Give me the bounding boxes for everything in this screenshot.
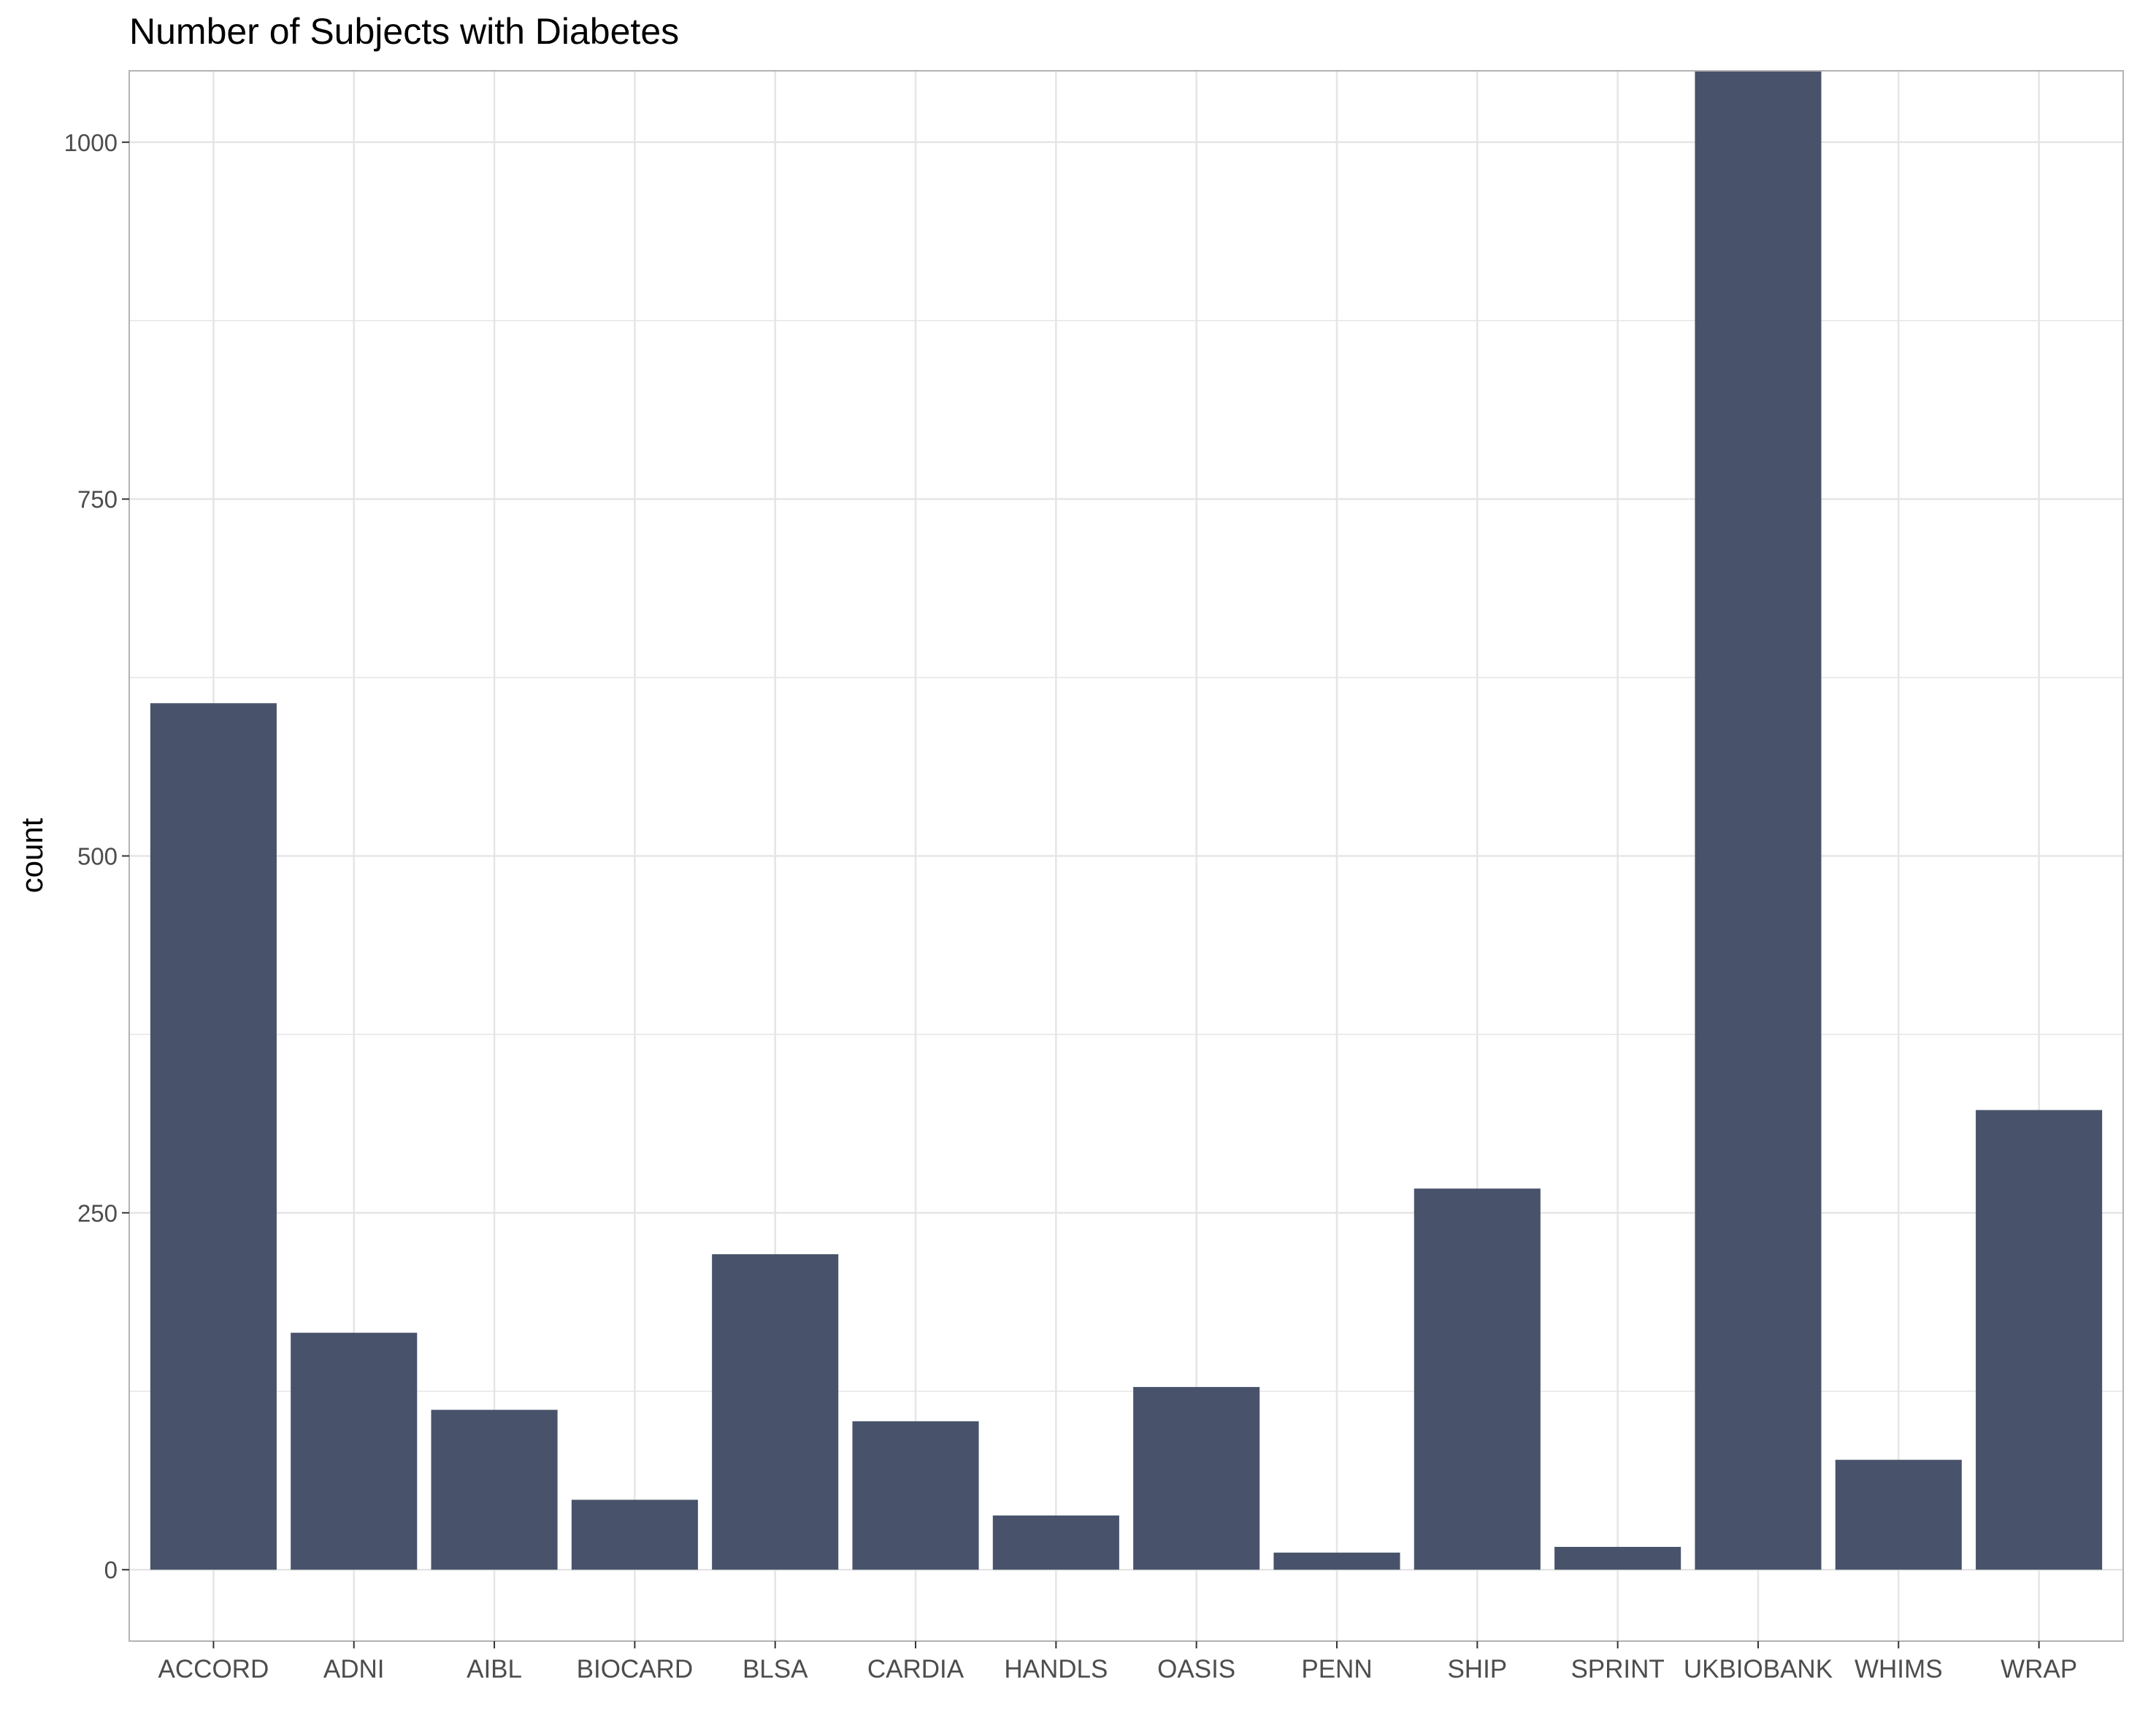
bar-accord bbox=[150, 703, 277, 1570]
y-axis-ticks: 0 250 500 750 1000 bbox=[64, 129, 129, 1583]
bar-wrap bbox=[1976, 1110, 2103, 1570]
bar-ukbiobank bbox=[1695, 71, 1822, 1570]
x-tick-label: AIBL bbox=[467, 1655, 522, 1683]
x-axis-ticks: ACCORD ADNI AIBL BIOCARD BLSA CARDIA HANDLS OAS… bbox=[158, 1641, 2077, 1683]
bar-ship bbox=[1414, 1188, 1541, 1570]
x-tick-label: SPRINT bbox=[1571, 1655, 1664, 1683]
bar-aibl bbox=[431, 1410, 558, 1570]
x-tick-label: BLSA bbox=[743, 1655, 808, 1683]
x-tick-label: BIOCARD bbox=[577, 1655, 693, 1683]
x-tick-label: WHIMS bbox=[1855, 1655, 1943, 1683]
bars bbox=[150, 71, 2103, 1570]
x-tick-label: ACCORD bbox=[158, 1655, 269, 1683]
x-tick-label: HANDLS bbox=[1004, 1655, 1108, 1683]
bar-handls bbox=[992, 1515, 1119, 1570]
bar-adni bbox=[291, 1332, 418, 1570]
x-tick-label: OASIS bbox=[1157, 1655, 1235, 1683]
chart-title: Number of Subjects with Diabetes bbox=[129, 11, 679, 52]
bar-cardia bbox=[852, 1421, 979, 1570]
y-axis-label: count bbox=[15, 818, 49, 893]
y-tick-label: 0 bbox=[104, 1556, 118, 1583]
y-tick-label: 500 bbox=[77, 843, 118, 870]
bar-blsa bbox=[712, 1254, 839, 1570]
bar-oasis bbox=[1133, 1386, 1260, 1570]
y-tick-label: 250 bbox=[77, 1199, 118, 1226]
x-tick-label: WRAP bbox=[2001, 1655, 2077, 1683]
x-tick-label: ADNI bbox=[323, 1655, 385, 1683]
x-tick-label: SHIP bbox=[1447, 1655, 1507, 1683]
y-tick-label: 1000 bbox=[64, 129, 118, 156]
bar-biocard bbox=[571, 1499, 698, 1570]
x-tick-label: CARDIA bbox=[867, 1655, 964, 1683]
bar-sprint bbox=[1554, 1546, 1681, 1570]
bar-penn bbox=[1273, 1552, 1400, 1570]
bar-whims bbox=[1835, 1459, 1962, 1570]
y-tick-label: 750 bbox=[77, 486, 118, 513]
x-tick-label: PENN bbox=[1301, 1655, 1372, 1683]
x-tick-label: UKBIOBANK bbox=[1684, 1655, 1833, 1683]
